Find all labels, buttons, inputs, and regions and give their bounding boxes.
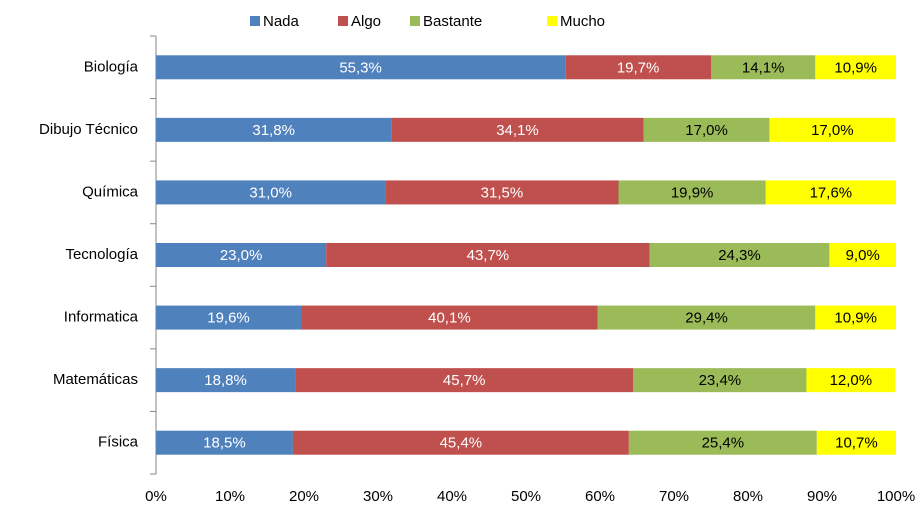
bar-segment — [301, 305, 598, 330]
legend-label: Mucho — [560, 13, 605, 30]
data-label: 25,4% — [702, 435, 745, 452]
legend-label: Nada — [263, 13, 300, 30]
data-label: 45,4% — [440, 435, 483, 452]
bar-segment — [156, 368, 296, 393]
data-label: 31,8% — [252, 122, 295, 139]
x-tick-label: 100% — [877, 488, 915, 505]
x-tick-label: 10% — [215, 488, 245, 505]
bar-segment — [643, 117, 770, 142]
x-tick-label: 60% — [585, 488, 615, 505]
bar-segment — [815, 305, 896, 330]
bar-segment — [769, 117, 896, 142]
data-label: 23,4% — [699, 372, 742, 389]
legend-swatch — [250, 16, 260, 26]
data-label: 18,5% — [203, 435, 246, 452]
bar-segment — [156, 430, 293, 455]
data-label: 18,8% — [204, 372, 247, 389]
data-label: 10,9% — [834, 310, 877, 327]
bar-segment — [816, 430, 896, 455]
x-tick-label: 20% — [289, 488, 319, 505]
data-label: 17,0% — [811, 122, 854, 139]
data-label: 55,3% — [339, 59, 382, 76]
bar-segment — [806, 368, 896, 393]
bar-segment — [765, 180, 896, 205]
bar-segment — [815, 55, 896, 80]
y-tick-label: Informatica — [64, 309, 139, 326]
data-label: 23,0% — [220, 247, 263, 264]
x-tick-label: 90% — [807, 488, 837, 505]
data-label: 24,3% — [718, 247, 761, 264]
data-label: 17,0% — [685, 122, 728, 139]
y-tick-label: Biología — [84, 58, 139, 75]
bar-segment — [156, 243, 327, 267]
bar-segment — [295, 368, 634, 393]
bar-segment — [156, 55, 566, 80]
data-label: 40,1% — [428, 310, 471, 327]
data-label: 12,0% — [830, 372, 873, 389]
bar-segment — [711, 55, 816, 80]
bar-segment — [292, 430, 629, 455]
y-tick-label: Tecnología — [65, 246, 138, 263]
legend-label: Algo — [351, 13, 381, 30]
bar-segment — [326, 243, 650, 267]
data-label: 19,7% — [617, 59, 660, 76]
data-label: 14,1% — [742, 59, 785, 76]
data-label: 43,7% — [467, 247, 510, 264]
bar-segment — [633, 368, 807, 393]
legend-label: Bastante — [423, 13, 482, 30]
x-tick-label: 0% — [145, 488, 167, 505]
x-tick-label: 80% — [733, 488, 763, 505]
data-label: 10,9% — [834, 59, 877, 76]
data-label: 9,0% — [846, 247, 880, 264]
data-label: 19,9% — [671, 184, 714, 201]
data-label: 45,7% — [443, 372, 486, 389]
data-label: 19,6% — [207, 310, 250, 327]
x-tick-label: 70% — [659, 488, 689, 505]
legend-swatch — [410, 16, 420, 26]
data-label: 17,6% — [810, 184, 853, 201]
data-label: 34,1% — [496, 122, 539, 139]
data-label: 29,4% — [685, 310, 728, 327]
y-tick-label: Química — [82, 183, 139, 200]
x-tick-label: 30% — [363, 488, 393, 505]
legend-swatch — [338, 16, 348, 26]
bar-segment — [156, 305, 302, 330]
y-tick-label: Matemáticas — [53, 371, 138, 388]
data-label: 31,5% — [481, 184, 524, 201]
legend-swatch — [547, 16, 557, 26]
bar-segment — [565, 55, 711, 80]
bar-segment — [156, 117, 392, 142]
bar-segment — [628, 430, 817, 455]
bar-segment — [597, 305, 816, 330]
x-tick-label: 40% — [437, 488, 467, 505]
bar-segment — [156, 180, 386, 205]
y-tick-label: Física — [98, 434, 139, 451]
bar-segment — [385, 180, 619, 205]
data-label: 10,7% — [835, 435, 878, 452]
bar-segment — [829, 243, 896, 267]
bar-segment — [391, 117, 644, 142]
x-tick-label: 50% — [511, 488, 541, 505]
bar-segment — [618, 180, 766, 205]
bar-segment — [649, 243, 830, 267]
data-label: 31,0% — [249, 184, 292, 201]
y-tick-label: Dibujo Técnico — [39, 121, 138, 138]
